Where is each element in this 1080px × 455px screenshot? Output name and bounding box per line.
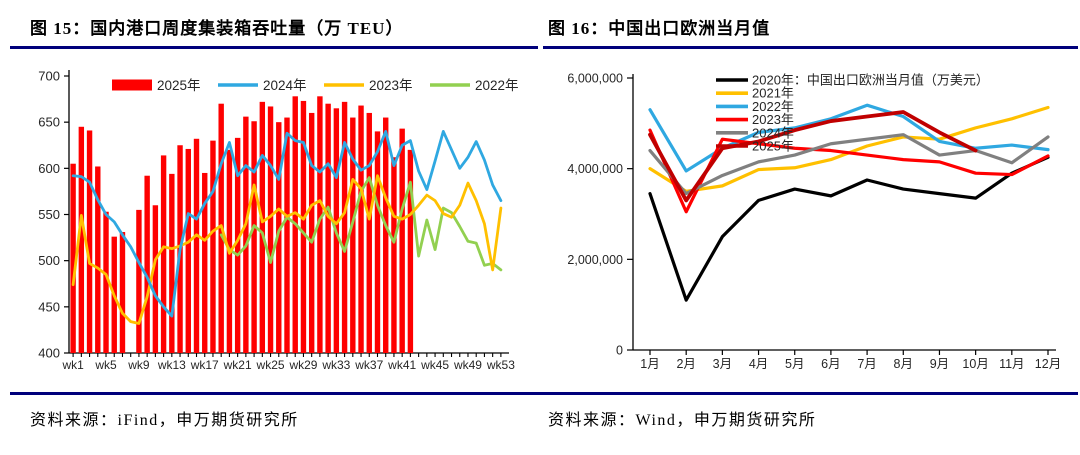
legend-label: 2025年 — [157, 78, 201, 93]
x-tick-label: 3月 — [713, 357, 732, 371]
figure-16-title: 图 16：中国出口欧洲当月值 — [548, 19, 771, 38]
x-tick-label: wk1 — [61, 358, 84, 372]
x-tick-label: 8月 — [894, 357, 913, 371]
figure-15-source-divider — [10, 392, 540, 395]
legend-label: 2023年 — [369, 78, 413, 93]
x-tick-label: wk29 — [288, 358, 317, 372]
y-tick-label: 500 — [38, 253, 60, 268]
series-2024年 — [648, 133, 1050, 196]
series-2020年 — [648, 155, 1050, 302]
x-tick-label: wk41 — [387, 358, 416, 372]
legend-label: 2020年：中国出口欧洲当月值（万美元） — [752, 73, 989, 88]
port-weekly-container-throughput-chart: 400 450 500 550 600 650 700 wk1 wk5 wk9 wk13 wk17 wk… — [38, 69, 519, 373]
y-tick-label: 650 — [38, 115, 60, 130]
legend: 2020年：中国出口欧洲当月值（万美元）2021年2022年2023年2024年… — [716, 73, 989, 154]
x-tick-label: wk9 — [127, 358, 150, 372]
x-tick-label: wk45 — [420, 358, 449, 372]
x-tick-label: 12月 — [1035, 357, 1061, 371]
y-tick-label: 0 — [616, 344, 623, 358]
legend: 2025年 2024年 2023年 2022年 — [112, 78, 519, 93]
x-tick-label: wk49 — [453, 358, 482, 372]
series-2023年 — [71, 174, 503, 325]
x-tick-label: wk37 — [354, 358, 383, 372]
y-tick-label: 450 — [38, 299, 60, 314]
legend-label: 2022年 — [475, 78, 519, 93]
legend-label: 2024年 — [263, 78, 307, 93]
x-tick-label: 5月 — [785, 357, 804, 371]
series-2023年 — [648, 128, 1050, 214]
figure-15-panel: 图 15：国内港口周度集装箱吞吐量（万 TEU） 400 450 500 550 600… — [10, 19, 540, 429]
y-tick-label: 600 — [38, 161, 60, 176]
figure-15-source: 资料来源：iFind，申万期货研究所 — [30, 412, 299, 429]
figure-16-source-divider — [540, 392, 1078, 395]
legend-label: 2021年 — [752, 86, 794, 101]
x-tick-label: 1月 — [640, 357, 659, 371]
x-tick-label: wk53 — [486, 358, 515, 372]
x-tick-label: wk13 — [157, 358, 186, 372]
axes: 0 2,000,000 4,000,000 6,000,000 1月 2月 3月 4月 5月 6月… — [567, 72, 1061, 372]
series-2025年 — [648, 110, 978, 203]
figure-15-title-underline — [10, 46, 538, 49]
y-tick-label: 6,000,000 — [567, 72, 623, 86]
axes: 400 450 500 550 600 650 700 wk1 wk5 wk9 wk13 wk17 wk… — [38, 69, 515, 373]
y-tick-label: 550 — [38, 207, 60, 222]
y-tick-label: 400 — [38, 346, 60, 361]
legend-label: 2025年 — [752, 139, 794, 154]
y-tick-label: 700 — [38, 69, 60, 84]
figure-16-panel: 图 16：中国出口欧洲当月值 0 2,000,000 4,000,000 6,000,… — [540, 0, 1080, 455]
x-tick-label: wk21 — [223, 358, 252, 372]
x-tick-label: 10月 — [962, 357, 988, 371]
x-tick-label: 4月 — [749, 357, 768, 371]
y-tick-label: 2,000,000 — [567, 253, 623, 267]
x-tick-label: 11月 — [999, 357, 1024, 371]
figure-15-title: 图 15：国内港口周度集装箱吞吐量（万 TEU） — [30, 19, 404, 38]
legend-label: 2024年 — [752, 125, 794, 140]
legend-label: 2023年 — [752, 112, 794, 127]
legend-label: 2022年 — [752, 99, 794, 114]
y-tick-label: 4,000,000 — [567, 162, 623, 176]
x-tick-label: 9月 — [930, 357, 949, 371]
x-tick-label: wk25 — [256, 358, 285, 372]
x-tick-label: wk17 — [190, 358, 219, 372]
china-exports-to-europe-chart: 0 2,000,000 4,000,000 6,000,000 1月 2月 3月 4月 5月 6月… — [567, 72, 1061, 372]
figure-16-title-underline — [543, 46, 1078, 49]
x-tick-label: wk33 — [321, 358, 350, 372]
x-tick-label: 7月 — [857, 357, 876, 371]
series-2024年 — [71, 130, 503, 318]
x-tick-label: 2月 — [676, 357, 695, 371]
x-tick-label: 6月 — [821, 357, 840, 371]
x-tick-label: wk5 — [94, 358, 117, 372]
figure-16-source: 资料来源：Wind，申万期货研究所 — [548, 412, 817, 429]
